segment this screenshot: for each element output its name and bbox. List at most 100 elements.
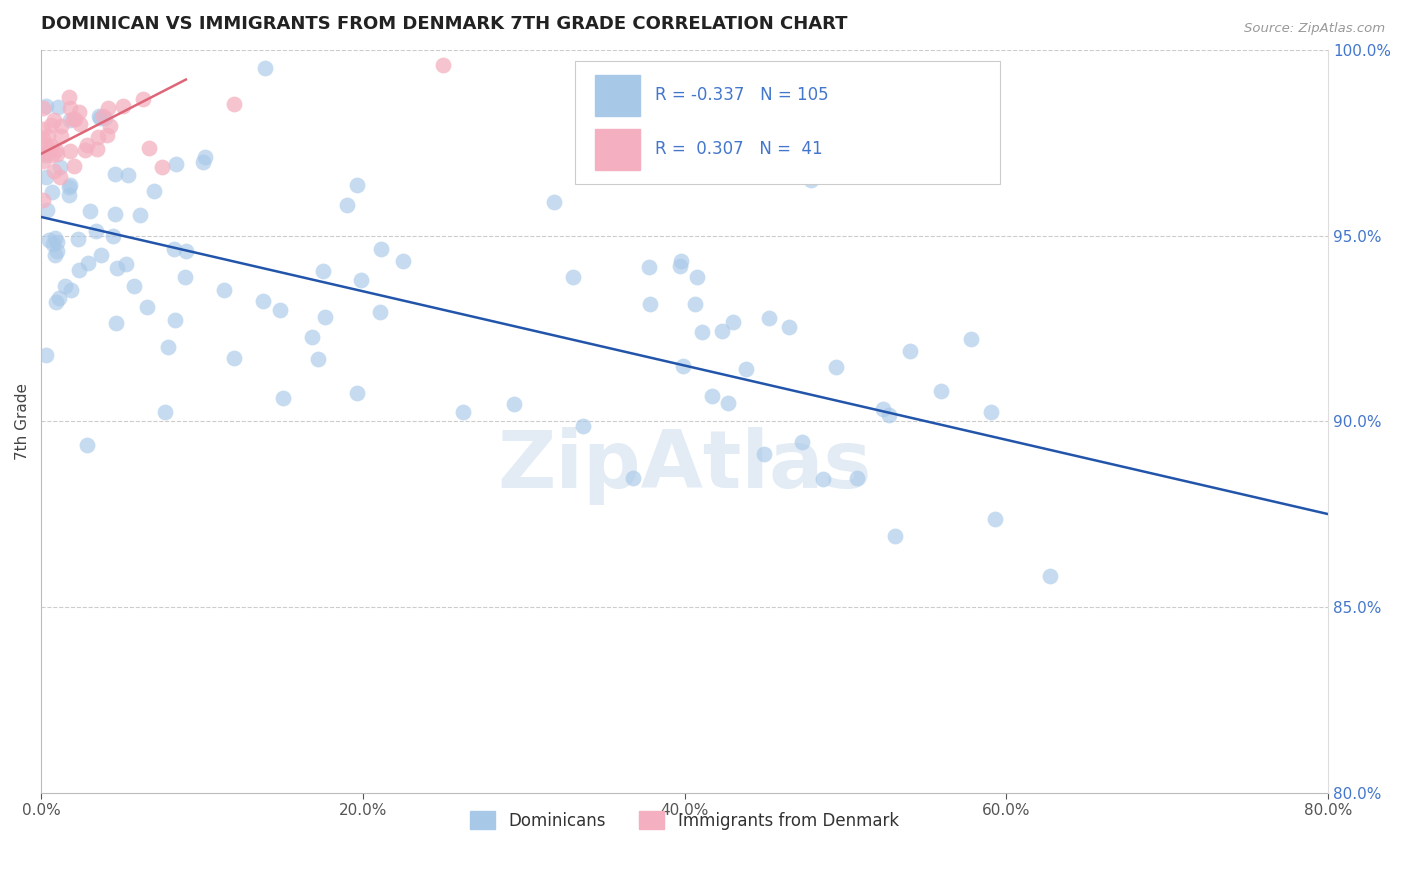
Text: Source: ZipAtlas.com: Source: ZipAtlas.com — [1244, 22, 1385, 36]
Point — [91, 109, 114, 123]
Point — [872, 402, 894, 417]
Point — [90, 248, 112, 262]
Point — [254, 62, 277, 76]
Point — [89, 112, 111, 126]
Text: DOMINICAN VS IMMIGRANTS FROM DENMARK 7TH GRADE CORRELATION CHART: DOMINICAN VS IMMIGRANTS FROM DENMARK 7TH… — [41, 15, 848, 33]
Bar — [595, 128, 640, 169]
Point — [368, 305, 391, 319]
Point — [35, 99, 58, 113]
Point — [165, 313, 187, 327]
Point — [111, 98, 134, 112]
Point — [38, 233, 60, 247]
Point — [41, 185, 63, 199]
Point — [39, 118, 62, 132]
Point — [136, 300, 159, 314]
Point — [103, 167, 125, 181]
Point — [543, 194, 565, 209]
Point — [686, 270, 709, 285]
Point — [735, 362, 758, 376]
Point — [194, 150, 217, 164]
Point — [845, 471, 868, 485]
Point — [638, 260, 661, 274]
Point — [46, 235, 69, 249]
Point — [621, 471, 644, 485]
Point — [44, 248, 66, 262]
Bar — [595, 75, 640, 116]
Point — [983, 512, 1005, 526]
Point — [301, 329, 323, 343]
Point — [31, 153, 53, 168]
Point — [32, 101, 55, 115]
Text: R = -0.337   N = 105: R = -0.337 N = 105 — [655, 87, 828, 104]
Point — [898, 343, 921, 358]
Point — [638, 297, 661, 311]
Point — [752, 446, 775, 460]
Point — [692, 325, 714, 339]
Point — [307, 351, 329, 366]
Point — [150, 160, 173, 174]
Point — [672, 359, 695, 374]
Point — [67, 105, 90, 120]
Point — [42, 113, 65, 128]
Point — [669, 259, 692, 273]
Y-axis label: 7th Grade: 7th Grade — [15, 383, 30, 459]
Point — [48, 291, 70, 305]
Point — [35, 348, 58, 362]
Point — [503, 397, 526, 411]
Point — [314, 310, 336, 325]
Point — [191, 154, 214, 169]
Point — [58, 90, 80, 104]
Point — [31, 122, 53, 136]
Point — [87, 129, 110, 144]
Point — [67, 262, 90, 277]
Point — [105, 260, 128, 275]
FancyBboxPatch shape — [575, 61, 1000, 184]
Point — [63, 112, 86, 127]
Point — [103, 229, 125, 244]
Point — [94, 111, 117, 125]
Point — [122, 279, 145, 293]
Point — [37, 129, 59, 144]
Point — [224, 96, 246, 111]
Point — [60, 283, 83, 297]
Point — [758, 311, 780, 326]
Point — [62, 112, 84, 127]
Point — [252, 293, 274, 308]
Point — [114, 257, 136, 271]
Point — [165, 157, 187, 171]
Point — [960, 332, 983, 346]
Point — [346, 386, 368, 401]
Point — [76, 138, 98, 153]
Text: ZipAtlas: ZipAtlas — [498, 426, 872, 505]
Point — [336, 198, 359, 212]
Point — [138, 141, 160, 155]
Point — [721, 315, 744, 329]
Point — [58, 179, 80, 194]
Legend: Dominicans, Immigrants from Denmark: Dominicans, Immigrants from Denmark — [464, 805, 905, 837]
Point — [69, 117, 91, 131]
Point — [35, 170, 58, 185]
Point — [59, 112, 82, 127]
Point — [31, 193, 53, 207]
Point — [790, 434, 813, 449]
Point — [45, 146, 67, 161]
Point — [46, 244, 69, 258]
Point — [710, 324, 733, 338]
Point — [173, 270, 195, 285]
Point — [683, 296, 706, 310]
Point — [980, 405, 1002, 419]
Point — [212, 284, 235, 298]
Point — [46, 100, 69, 114]
Point — [35, 202, 58, 217]
Point — [392, 253, 415, 268]
Point — [153, 405, 176, 419]
Point — [49, 160, 72, 174]
Point — [98, 119, 121, 133]
Point — [44, 230, 66, 244]
Point — [84, 224, 107, 238]
Point — [117, 168, 139, 182]
Text: R =  0.307   N =  41: R = 0.307 N = 41 — [655, 140, 823, 158]
Point — [877, 408, 900, 422]
Point — [42, 236, 65, 251]
Point — [76, 256, 98, 270]
